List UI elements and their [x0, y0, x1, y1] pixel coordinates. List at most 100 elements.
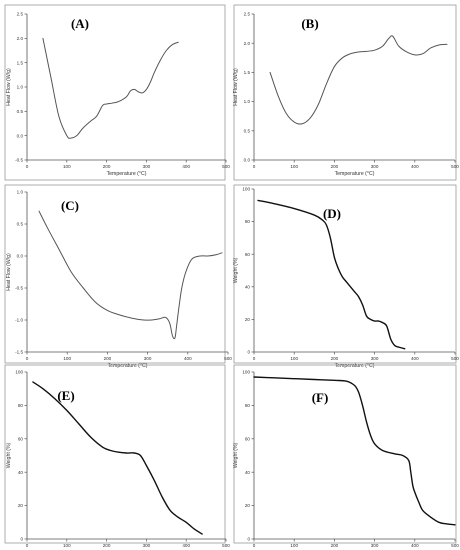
panel-b-x-tick-label: 500 — [451, 164, 459, 169]
panel-a: 0 100 200 300 400 500 -0.5 0.0 0.5 1.0 1.5 2.0 2.5 Te… — [4, 4, 230, 181]
panel-d-x-tick-label: 100 — [290, 356, 298, 361]
panel-a-x-tick-label: 400 — [182, 164, 190, 169]
panel-b-y-tick-label: 1.0 — [244, 99, 251, 104]
panel-f-label: (F) — [312, 390, 329, 405]
panel-a-series-line — [42, 37, 179, 139]
panel-e-x-tick-label: 400 — [182, 543, 190, 548]
panel-c-y-tick-label: 1.0 — [17, 190, 24, 195]
panel-b-y-tick-label: 1.5 — [244, 70, 251, 75]
panel-e-y-tick-label: 0 — [20, 537, 23, 542]
panel-d-x-tick-label: 300 — [371, 356, 379, 361]
panel-b-series-line — [269, 35, 448, 125]
panel-c-x-tick-label: 200 — [104, 356, 112, 361]
panel-f-y-tick-label: 40 — [245, 470, 251, 475]
panel-b-x-axis-title: Temperature (°C) — [335, 171, 375, 177]
panel-d-y-tick-label: 60 — [245, 252, 251, 257]
panel-d-x-tick-label: 0 — [253, 356, 256, 361]
panel-d-x-tick-label: 500 — [451, 356, 459, 361]
panel-d-y-axis-title: Weight (%) — [233, 257, 239, 283]
panel-b-x-tick-label: 300 — [371, 164, 379, 169]
panel-e-x-tick-label: 500 — [222, 543, 230, 548]
panel-c-x-tick-label: 0 — [26, 356, 29, 361]
panel-e: 0 100 200 300 400 500 0 20 40 60 80 100 Temperature … — [4, 364, 230, 548]
panel-e-x-tick-label: 100 — [63, 543, 71, 548]
panel-b-y-tick-label: 0.5 — [244, 128, 251, 133]
panel-b-label: (B) — [301, 16, 318, 31]
panel-e-y-tick-label: 100 — [15, 370, 23, 375]
panel-a-y-tick-label: 1.0 — [17, 85, 24, 90]
panel-a-x-tick-label: 100 — [63, 164, 71, 169]
panel-f-frame — [233, 364, 457, 544]
panel-a-x-tick-label: 0 — [26, 164, 29, 169]
panel-b-frame — [233, 4, 457, 181]
panel-d-y-tick-label: 0 — [247, 350, 250, 355]
panel-f-y-tick-label: 60 — [245, 436, 251, 441]
panel-f-y-axis-title: Weight (%) — [233, 442, 239, 468]
panel-a-y-tick-label: 2.5 — [17, 12, 24, 17]
panel-c-y-tick-label: 0.0 — [17, 254, 24, 259]
panel-e-y-tick-label: 40 — [18, 470, 24, 475]
panel-b-x-tick-label: 400 — [411, 164, 419, 169]
panel-c-x-tick-label: 500 — [224, 356, 232, 361]
panel-a-y-tick-label: 1.5 — [17, 60, 24, 65]
panel-c-x-tick-label: 400 — [184, 356, 192, 361]
panel-f-series-line — [253, 376, 456, 526]
panel-c-x-tick-label: 300 — [144, 356, 152, 361]
panel-d-frame — [233, 184, 457, 364]
panel-b-y-tick-label: 0.0 — [244, 158, 251, 163]
panel-a-x-tick-label: 200 — [103, 164, 111, 169]
panel-f-y-tick-label: 80 — [245, 403, 251, 408]
panel-c-y-tick-label: 0.5 — [17, 222, 24, 227]
panel-e-label: (E) — [57, 388, 74, 403]
panel-a-y-tick-label: 0.0 — [17, 133, 24, 138]
panel-e-x-tick-label: 300 — [143, 543, 151, 548]
panel-f-x-tick-label: 100 — [290, 543, 298, 548]
panel-d-y-tick-label: 40 — [245, 284, 251, 289]
panel-b-y-axis-title: Heat Flow (W/g) — [233, 68, 239, 106]
panel-c: 0 100 200 300 400 500 -1.5 -1.0 -0.5 0.0 0.5 1.0 Tem… — [4, 184, 232, 369]
panel-d-y-tick-label: 20 — [245, 317, 251, 322]
panel-b-x-tick-label: 0 — [253, 164, 256, 169]
panel-d-x-axis-title: Temperature (°C) — [335, 363, 375, 369]
panel-f-x-tick-label: 400 — [411, 543, 419, 548]
panel-c-y-axis-title: Heat Flow (W/g) — [6, 253, 12, 291]
panel-d-y-tick-label: 100 — [242, 187, 250, 192]
panel-b-y-tick-label: 2.0 — [244, 41, 251, 46]
panel-e-y-axis-title: Weight (%) — [6, 442, 12, 468]
panel-d-series-line — [257, 199, 406, 350]
panel-f-x-tick-label: 500 — [451, 543, 459, 548]
panel-f-y-tick-label: 100 — [242, 370, 250, 375]
panel-e-x-tick-label: 200 — [103, 543, 111, 548]
panel-c-x-tick-label: 100 — [63, 356, 71, 361]
panel-f-x-tick-label: 200 — [331, 543, 339, 548]
panel-f-x-tick-label: 0 — [253, 543, 256, 548]
panel-e-x-tick-label: 0 — [26, 543, 29, 548]
panel-e-series-line — [32, 381, 203, 535]
panel-b: 0 100 200 300 400 500 0.0 0.5 1.0 1.5 2.0 2.5 Temper… — [233, 4, 459, 181]
panel-d-y-tick-label: 80 — [245, 219, 251, 224]
panel-d: 0 100 200 300 400 500 0 20 40 60 80 100 Temperature … — [233, 184, 459, 369]
panel-d-x-tick-label: 200 — [331, 356, 339, 361]
panel-b-x-tick-label: 100 — [290, 164, 298, 169]
panel-f-x-tick-label: 300 — [371, 543, 379, 548]
panel-e-frame — [4, 364, 226, 544]
panel-a-x-axis-title: Temperature (°C) — [107, 171, 147, 177]
panel-e-y-tick-label: 80 — [18, 403, 24, 408]
panel-e-y-tick-label: 60 — [18, 436, 24, 441]
panel-c-y-tick-label: -1.0 — [15, 318, 23, 323]
panel-a-label: (A) — [71, 16, 89, 31]
panel-d-label: (D) — [323, 206, 341, 221]
panel-c-y-tick-label: -1.5 — [15, 350, 23, 355]
panel-a-x-tick-label: 500 — [222, 164, 230, 169]
panel-b-y-tick-label: 2.5 — [244, 12, 251, 17]
panel-a-y-tick-label: 2.0 — [17, 36, 24, 41]
panel-c-label: (C) — [61, 198, 79, 213]
panel-a-y-tick-label: -0.5 — [15, 158, 23, 163]
panel-a-frame — [4, 4, 226, 181]
panel-f-y-tick-label: 20 — [245, 503, 251, 508]
panel-a-y-axis-title: Heat Flow (W/g) — [6, 68, 12, 106]
panel-e-y-tick-label: 20 — [18, 503, 24, 508]
panel-a-y-tick-label: 0.5 — [17, 109, 24, 114]
panel-f-y-tick-label: 0 — [247, 537, 250, 542]
